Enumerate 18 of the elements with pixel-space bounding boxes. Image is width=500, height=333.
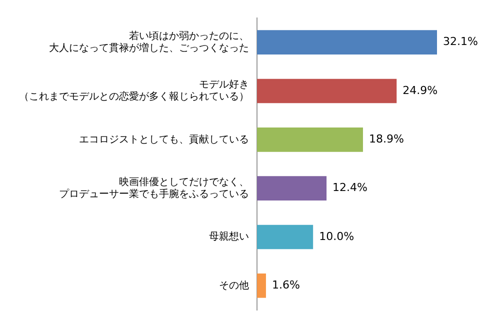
data-label: 10.0% — [319, 230, 354, 243]
bar — [257, 128, 363, 152]
data-label: 1.6% — [272, 278, 300, 292]
y-tick-label: その他 — [219, 279, 249, 292]
bar — [257, 224, 314, 250]
data-label: 18.9% — [368, 132, 404, 146]
y-tick-label: モデル好き（これまでモデルとの恋愛が多く報じられている） — [19, 80, 249, 103]
bar — [257, 176, 327, 200]
bar — [257, 274, 266, 298]
data-label: 32.1% — [443, 35, 478, 48]
data-label: 12.4% — [332, 181, 368, 194]
data-label: 24.9% — [402, 84, 438, 97]
bar — [257, 78, 397, 104]
bar — [257, 30, 437, 54]
y-tick-label: 母親想い — [209, 230, 249, 243]
y-tick-label: エコロジストとしても、貢献している — [79, 133, 249, 146]
y-tick-label: 若い頃はか弱かったのに、大人になって貫禄が増した、ごっつくなった — [49, 30, 249, 54]
y-tick-label: 映画俳優としてだけでなく、プロデューサー業でも手腕をふるっている — [59, 176, 249, 200]
